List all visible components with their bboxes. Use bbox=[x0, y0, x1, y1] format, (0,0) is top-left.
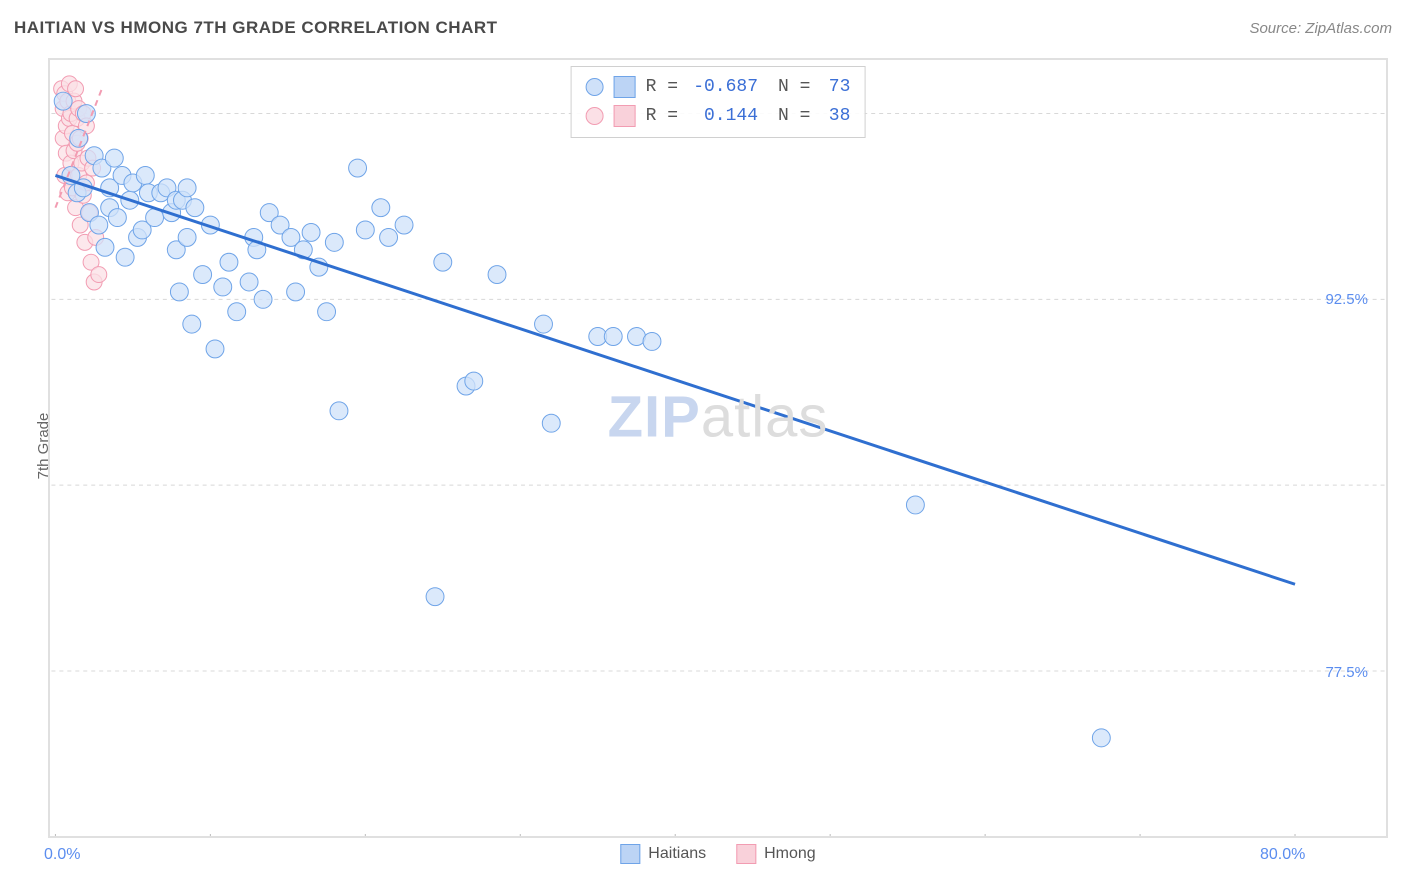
legend-item: Hmong bbox=[736, 844, 816, 864]
stats-n-label: N = bbox=[778, 102, 810, 131]
stats-r-value: -0.687 bbox=[688, 73, 758, 102]
stats-r-label: R = bbox=[646, 102, 678, 131]
legend-item: Haitians bbox=[620, 844, 706, 864]
stats-row: R = -0.687 N = 73 bbox=[586, 73, 851, 102]
stats-row: R = 0.144 N = 38 bbox=[586, 102, 851, 131]
legend-label: Haitians bbox=[648, 845, 706, 863]
stats-marker-icon bbox=[586, 107, 604, 125]
series-legend: Haitians Hmong bbox=[620, 844, 815, 864]
stats-r-label: R = bbox=[646, 73, 678, 102]
stats-marker-icon bbox=[586, 78, 604, 96]
y-tick-label: 92.5% bbox=[1325, 291, 1368, 308]
chart-title: HAITIAN VS HMONG 7TH GRADE CORRELATION C… bbox=[14, 18, 498, 38]
stats-r-value: 0.144 bbox=[688, 102, 758, 131]
legend-swatch-icon bbox=[620, 844, 640, 864]
chart-area: ZIPatlas R =-0.687N =73R =0.144N =38 Hai… bbox=[48, 58, 1388, 838]
legend-swatch-icon bbox=[736, 844, 756, 864]
y-tick-label: 77.5% bbox=[1325, 664, 1368, 681]
stats-n-value: 73 bbox=[820, 73, 850, 102]
correlation-stats-box: R = -0.687 N = 73 R = 0.144 N = 38 bbox=[571, 66, 866, 138]
stats-n-value: 38 bbox=[820, 102, 850, 131]
scatter-plot bbox=[50, 60, 1386, 836]
stats-swatch-icon bbox=[614, 76, 636, 98]
x-tick-label: 0.0% bbox=[44, 846, 80, 864]
legend-label: Hmong bbox=[764, 845, 816, 863]
stats-n-label: N = bbox=[778, 73, 810, 102]
source-attribution: Source: ZipAtlas.com bbox=[1249, 20, 1392, 37]
x-tick-label: 80.0% bbox=[1260, 846, 1305, 864]
stats-swatch-icon bbox=[614, 105, 636, 127]
chart-header: HAITIAN VS HMONG 7TH GRADE CORRELATION C… bbox=[14, 18, 1392, 38]
